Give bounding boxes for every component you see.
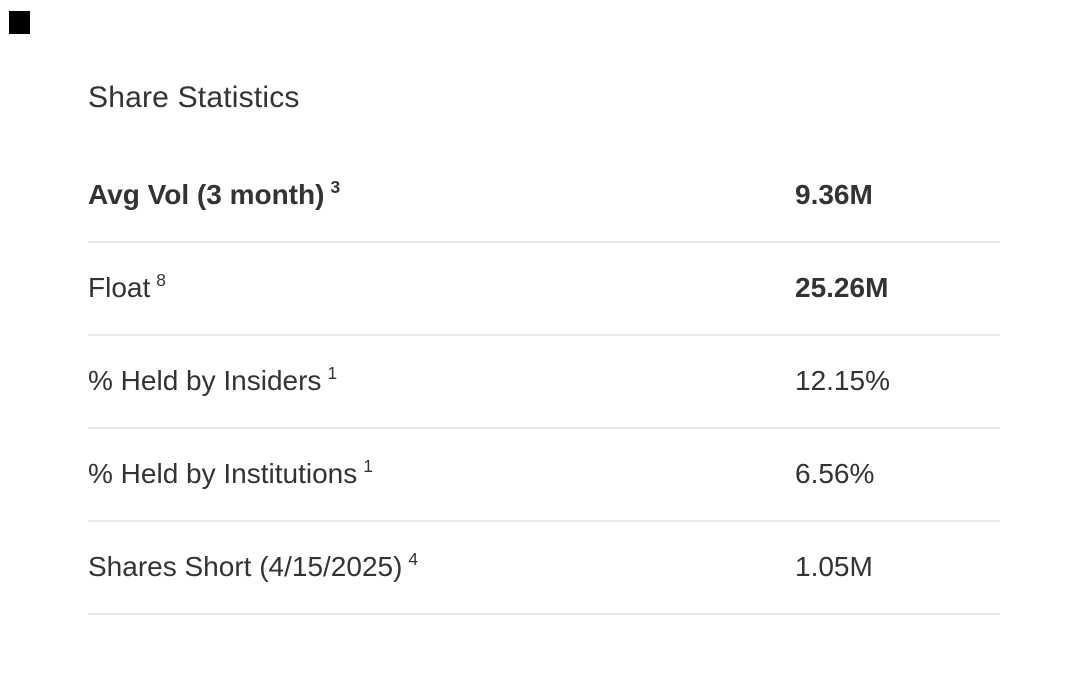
stat-label: Float 8 [88,269,795,303]
stat-value: 25.26M [795,272,889,303]
footnote-ref: 3 [330,176,341,197]
stat-value: 6.56% [795,458,875,489]
footnote-ref: 1 [327,362,338,383]
section-title: Share Statistics [88,81,300,114]
stat-row-held-by-insiders: % Held by Insiders 1 12.15% [88,336,1000,429]
stat-label-text: Float [88,272,151,303]
stat-label-text: Shares Short (4/15/2025) [88,551,403,582]
stat-label-text: % Held by Institutions [88,458,358,489]
stat-label-text: % Held by Insiders [88,365,322,396]
black-corner-mark [9,11,30,34]
stat-label: Shares Short (4/15/2025) 4 [88,548,795,582]
stat-row-shares-short: Shares Short (4/15/2025) 4 1.05M [88,522,1000,615]
stat-label: Avg Vol (3 month) 3 [88,176,795,210]
stat-row-float: Float 8 25.26M [88,243,1000,336]
stat-label: % Held by Institutions 1 [88,455,795,489]
footnote-ref: 8 [156,269,166,290]
stat-row-avg-vol: Avg Vol (3 month) 3 9.36M [88,150,1000,243]
stat-label: % Held by Insiders 1 [88,362,795,396]
share-statistics-table: Avg Vol (3 month) 3 9.36M Float 8 25.26M %… [88,150,1000,615]
stat-value: 1.05M [795,551,873,582]
stat-value: 12.15% [795,365,890,396]
footnote-ref: 1 [363,455,373,476]
stat-row-held-by-institutions: % Held by Institutions 1 6.56% [88,429,1000,522]
stat-label-text: Avg Vol (3 month) [88,179,325,210]
stat-value: 9.36M [795,179,873,210]
share-statistics-section: Share Statistics Avg Vol (3 month) 3 9.36… [88,80,1000,615]
footnote-ref: 4 [408,548,419,569]
